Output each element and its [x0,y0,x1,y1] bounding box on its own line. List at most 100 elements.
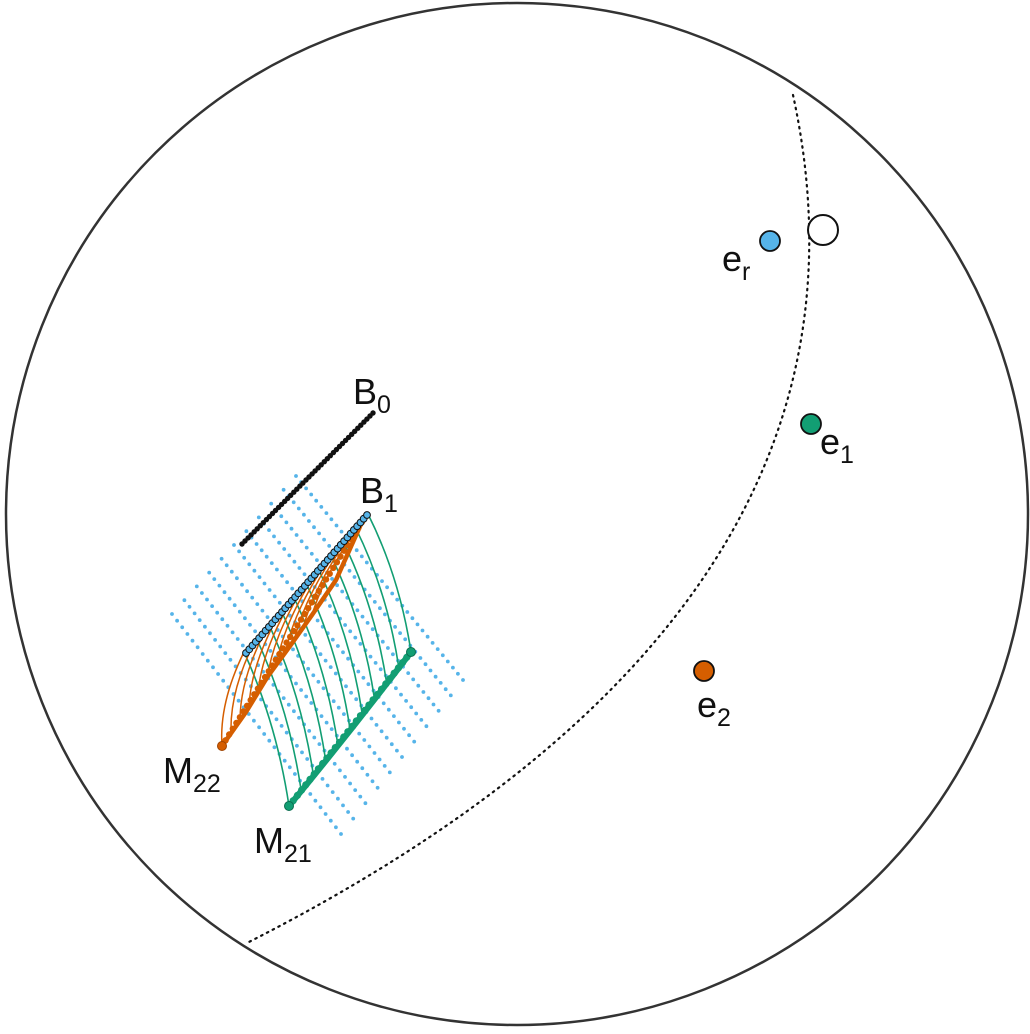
grid-dot [332,699,336,703]
grid-dot [353,788,357,792]
grid-dot [449,694,453,698]
grid-dot [314,499,318,503]
green-connector [281,611,325,760]
grid-dot [414,712,418,716]
m22-dot [301,611,307,617]
grid-dot [297,507,301,511]
grid-dot [380,579,384,583]
grid-dot [201,652,205,656]
grid-dot [340,530,344,534]
grid-dot [290,587,294,591]
grid-dot [359,642,363,646]
grid-dot [322,686,326,690]
grid-dot [369,655,373,659]
grid-dot [314,799,318,803]
grid-dot [230,570,234,574]
grid-dot [248,623,252,627]
grid-dot [399,693,403,697]
grid-dot [233,603,237,607]
grid-dot [456,672,460,676]
grid-dot [175,619,179,623]
grid-dot [312,736,316,740]
grid-dot [299,688,303,692]
grid-dot [312,525,316,529]
grid-dot [306,667,310,671]
m22-dot [276,651,282,657]
grid-dot [291,648,295,652]
grid-dot [366,773,370,777]
grid-dot [297,716,301,720]
grid-dot [283,759,287,763]
grid-dot [268,588,272,592]
grid-dot [325,511,329,515]
grid-dot [398,631,402,635]
grid-dot [330,727,334,731]
m22-dot [334,559,340,565]
grid-dot [253,569,257,573]
grid-dot [242,556,246,560]
grid-dot [223,651,227,655]
e2-point [694,661,714,681]
grid-dot [213,638,217,642]
grid-dot [429,669,433,673]
grid-dot [309,493,313,497]
grid-dot [210,604,214,608]
grid-dot [353,575,357,579]
grid-dot [326,784,330,788]
grid-dot [386,646,390,650]
grid-dot [337,706,341,710]
grid-dot [350,753,354,757]
grid-dot [388,771,392,775]
grid-dot [308,792,312,796]
grid-dot [344,684,348,688]
m22-dot [330,565,336,571]
grid-dot [387,708,391,712]
grid-dot [318,742,322,746]
grid-dot [385,736,389,740]
grid-dot [273,745,277,749]
m22-dot [298,616,304,622]
grid-dot [404,699,408,703]
grid-dot [275,568,279,572]
grid-dot [206,659,210,663]
green-connector [356,528,399,668]
grid-dot [285,580,289,584]
grid-dot [235,576,239,580]
grid-dot [422,690,426,694]
grid-dot [329,665,333,669]
m22-dot [337,553,343,559]
label-b1: B1 [360,470,398,518]
grid-dot [252,719,256,723]
m22-dot [291,628,297,634]
grid-dot [432,703,436,707]
grid-dot [378,758,382,762]
grid-dot [240,583,244,587]
grid-dot [324,659,328,663]
grid-dot [426,635,430,639]
m22-dot [233,720,239,726]
grid-dot [392,714,396,718]
grid-dot [416,623,420,627]
grid-dot [406,671,410,675]
grid-dot [421,629,425,633]
open-marker [808,215,838,245]
grid-dot [360,555,364,559]
grid-dot [221,679,225,683]
grid-dot [319,805,323,809]
grid-dot [293,772,297,776]
grid-dot [370,717,374,721]
grid-dot [358,795,362,799]
label-er: er [722,238,750,286]
grid-dot [307,519,311,523]
grid-dot [267,528,271,532]
grid-dot [349,691,353,695]
grid-dot [380,729,384,733]
grid-dot [405,610,409,614]
grid-dot [270,561,274,565]
grid-dot [366,621,370,625]
grid-dot [293,560,297,564]
grid-dot [393,625,397,629]
grid-dot [267,739,271,743]
grid-dot [208,631,212,635]
grid-dot [461,678,465,682]
